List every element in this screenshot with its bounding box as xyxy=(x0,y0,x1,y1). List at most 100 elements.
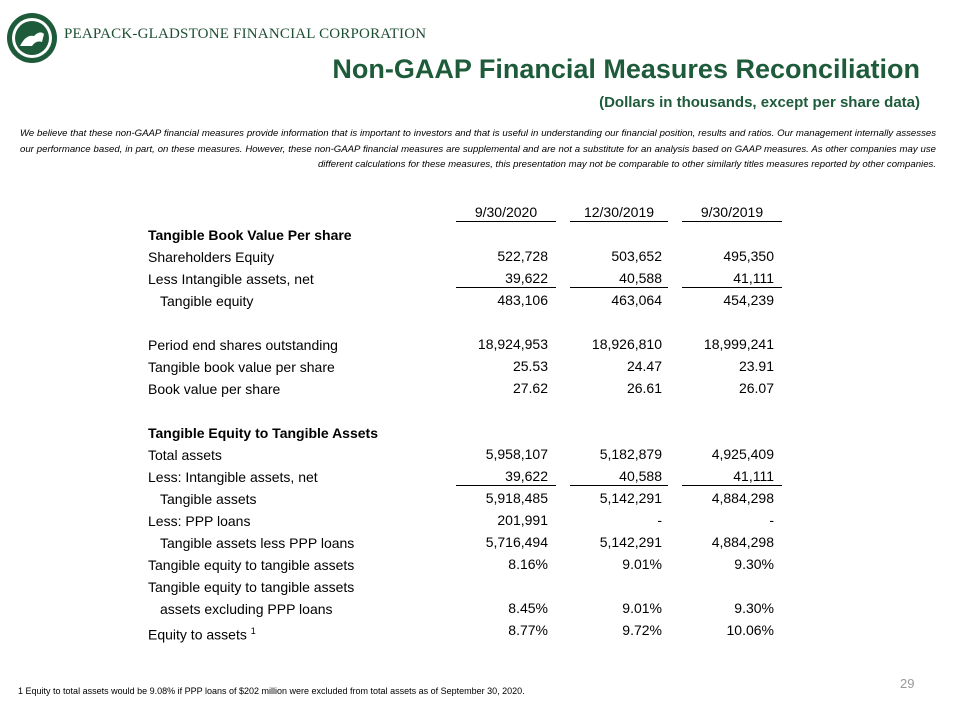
row-label: Tangible equity to tangible assets xyxy=(148,576,354,598)
table-row: Book value per share 27.62 26.61 26.07 xyxy=(0,378,960,400)
cell-value: 41,111 xyxy=(682,268,782,288)
footnote-text: Equity to total assets would be 9.08% if… xyxy=(25,686,525,696)
cell-value: 39,622 xyxy=(456,466,556,486)
cell-value: 8.45% xyxy=(508,600,548,616)
table-row: Total assets 5,958,107 5,182,879 4,925,409 xyxy=(0,444,960,466)
cell-value: 9.30% xyxy=(734,556,774,572)
row-label-text: Total assets xyxy=(148,447,222,463)
section-title: Tangible Equity to Tangible Assets xyxy=(148,425,378,441)
cell-value: 5,958,107 xyxy=(485,446,548,462)
footnote: 1 Equity to total assets would be 9.08% … xyxy=(18,686,525,696)
row-label-text: Book value per share xyxy=(148,381,281,397)
cell-value: 4,884,298 xyxy=(711,534,774,550)
table-row: Tangible equity to tangible assets 8.16% 9… xyxy=(0,554,960,576)
cell-value: 9.72% xyxy=(622,622,662,638)
row-label: Total assets xyxy=(148,444,222,466)
cell-value: 39,622 xyxy=(456,268,556,288)
row-label-text: Shareholders Equity xyxy=(148,249,275,265)
cell-value: 40,588 xyxy=(570,466,668,486)
table-row: assets excluding PPP loans 8.45% 9.01% 9.30… xyxy=(0,598,960,620)
row-label: Tangible equity to tangible assets xyxy=(148,554,354,576)
row-label-text: Tangible assets xyxy=(160,491,257,507)
row-label-text: Equity to assets xyxy=(148,626,247,643)
cell-value: 5,142,291 xyxy=(599,490,662,506)
table-row: Tangible assets 5,918,485 5,142,291 4,884,2… xyxy=(0,488,960,510)
section-title-row: Tangible Book Value Per share xyxy=(0,224,960,246)
table-row: Less: Intangible assets, net 39,622 40,588… xyxy=(0,466,960,488)
cell-value: 483,106 xyxy=(497,292,548,308)
row-label: Tangible equity xyxy=(160,290,253,312)
cell-value: 26.07 xyxy=(738,380,774,396)
table-row: Less: PPP loans 201,991 - - xyxy=(0,510,960,532)
cell-value: 503,652 xyxy=(611,248,662,264)
row-label: assets excluding PPP loans xyxy=(160,598,333,620)
cell-value: 8.16% xyxy=(508,556,548,572)
cell-value: 40,588 xyxy=(570,268,668,288)
row-label-text: Less Intangible assets, net xyxy=(148,271,314,287)
row-label-text: Tangible equity xyxy=(160,293,254,309)
cell-value: 24.47 xyxy=(626,358,662,374)
cell-value: 41,111 xyxy=(682,466,782,486)
cell-value: 522,728 xyxy=(497,248,548,264)
cell-value: 5,716,494 xyxy=(485,534,548,550)
cell-value: 5,142,291 xyxy=(599,534,662,550)
cell-value: 18,999,241 xyxy=(703,336,774,352)
row-label-text: Tangible equity to tangible assets xyxy=(148,557,355,573)
row-label: Tangible assets xyxy=(160,488,257,510)
cell-value: 495,350 xyxy=(723,248,774,264)
table-row: Period end shares outstanding 18,924,953 1… xyxy=(0,334,960,356)
company-name: PEAPACK-GLADSTONE FINANCIAL CORPORATION xyxy=(64,26,427,42)
subtitle: (Dollars in thousands, except per share … xyxy=(599,94,920,111)
section-title: Tangible Book Value Per share xyxy=(148,227,352,243)
table-row: Equity to assets 1 8.77% 9.72% 10.06% xyxy=(0,620,960,643)
row-label-text: assets excluding PPP loans xyxy=(160,601,333,617)
column-header: 9/30/2020 xyxy=(456,202,556,222)
disclaimer: We believe that these non-GAAP financial… xyxy=(20,128,936,170)
table-row: Tangible book value per share 25.53 24.47 2… xyxy=(0,356,960,378)
row-label: Book value per share xyxy=(148,378,280,400)
table-row: Tangible equity to tangible assets xyxy=(0,576,960,598)
table-row: Tangible equity 483,106 463,064 454,239 xyxy=(0,290,960,312)
table-row: Less Intangible assets, net 39,622 40,588 4… xyxy=(0,268,960,290)
column-header: 12/30/2019 xyxy=(570,202,668,222)
cell-value: - xyxy=(769,512,774,528)
reconciliation-table: 9/30/2020 12/30/2019 9/30/2019 Tangible Boo… xyxy=(0,202,960,643)
title: Non-GAAP Financial Measures Reconciliati… xyxy=(332,54,920,84)
logo xyxy=(7,13,57,63)
cell-value: 18,926,810 xyxy=(591,336,662,352)
cell-value: 5,182,879 xyxy=(599,446,662,462)
section-title-row: Tangible Equity to Tangible Assets xyxy=(0,422,960,444)
note-marker: 1 xyxy=(250,626,256,636)
row-label: Less Intangible assets, net xyxy=(148,268,314,290)
row-label: Equity to assets 1 xyxy=(148,620,256,646)
section: Tangible Equity to Tangible Assets Total … xyxy=(0,422,960,643)
section: Tangible Book Value Per share Shareholder… xyxy=(0,224,960,312)
cell-value: 8.77% xyxy=(508,622,548,638)
table-row: Tangible assets less PPP loans 5,716,494 5… xyxy=(0,532,960,554)
row-label: Less: PPP loans xyxy=(148,510,250,532)
row-label-text: Tangible book value per share xyxy=(148,359,335,375)
cell-value: 27.62 xyxy=(512,380,548,396)
row-label: Shareholders Equity xyxy=(148,246,274,268)
row-label: Less: Intangible assets, net xyxy=(148,466,318,488)
cell-value: - xyxy=(657,512,662,528)
cell-value: 9.30% xyxy=(734,600,774,616)
cell-value: 463,064 xyxy=(611,292,662,308)
row-label-text: Tangible assets less PPP loans xyxy=(160,535,355,551)
footnote-marker: 1 xyxy=(18,686,24,696)
cell-value: 23.91 xyxy=(738,358,774,374)
row-label-text: Tangible equity to tangible assets xyxy=(148,579,355,595)
cell-value: 9.01% xyxy=(622,600,662,616)
cell-value: 201,991 xyxy=(497,512,548,528)
cell-value: 26.61 xyxy=(626,380,662,396)
row-label: Tangible assets less PPP loans xyxy=(160,532,354,554)
row-label-text: Less: Intangible assets, net xyxy=(148,469,318,485)
header-row: 9/30/2020 12/30/2019 9/30/2019 xyxy=(0,202,960,224)
section: Period end shares outstanding 18,924,953 1… xyxy=(0,334,960,400)
cell-value: 5,918,485 xyxy=(485,490,548,506)
cell-value: 10.06% xyxy=(726,622,774,638)
page-number: 29 xyxy=(900,676,915,691)
cell-value: 9.01% xyxy=(622,556,662,572)
row-label-text: Less: PPP loans xyxy=(148,513,251,529)
